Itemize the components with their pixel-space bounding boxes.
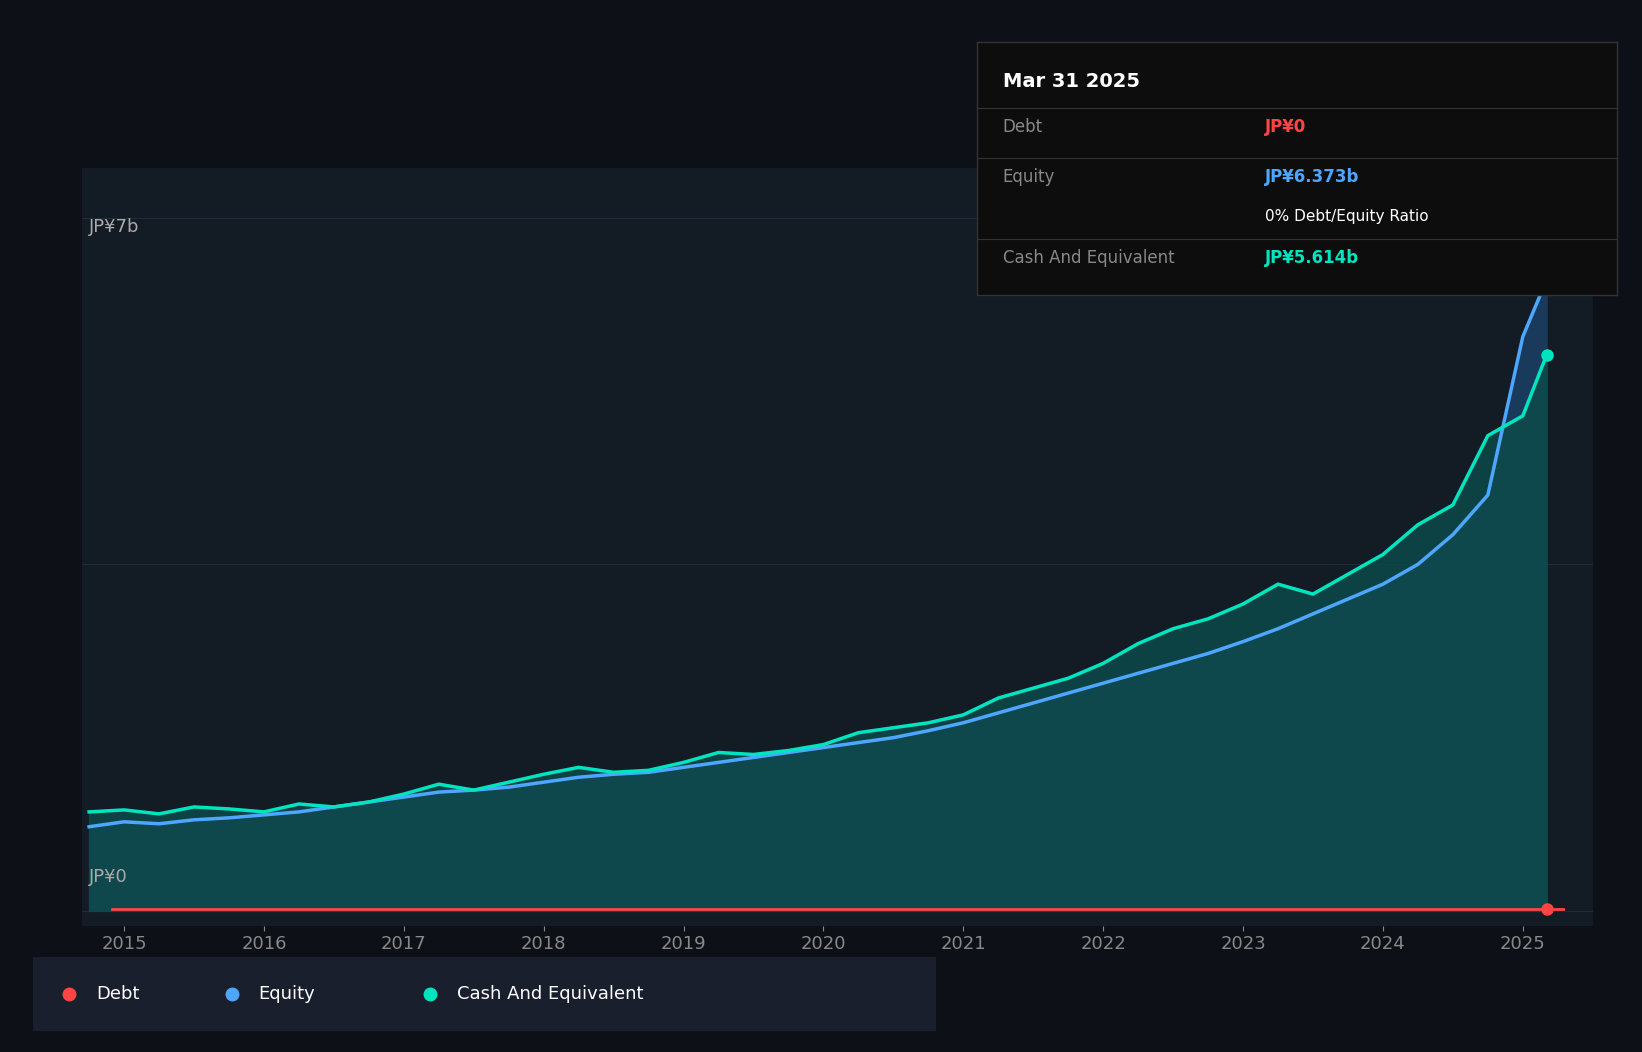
Text: JP¥0: JP¥0 (1264, 118, 1307, 136)
Text: JP¥7b: JP¥7b (89, 218, 140, 236)
Text: JP¥6.373b: JP¥6.373b (1264, 168, 1360, 186)
Text: Equity: Equity (1003, 168, 1054, 186)
Text: Cash And Equivalent: Cash And Equivalent (458, 985, 644, 1004)
Text: Equity: Equity (259, 985, 315, 1004)
Text: Debt: Debt (95, 985, 140, 1004)
Text: JP¥5.614b: JP¥5.614b (1264, 249, 1360, 267)
Text: Mar 31 2025: Mar 31 2025 (1003, 73, 1140, 92)
Text: Cash And Equivalent: Cash And Equivalent (1003, 249, 1174, 267)
Text: JP¥0: JP¥0 (89, 868, 128, 886)
Text: 0% Debt/Equity Ratio: 0% Debt/Equity Ratio (1264, 208, 1429, 224)
Text: Debt: Debt (1003, 118, 1043, 136)
